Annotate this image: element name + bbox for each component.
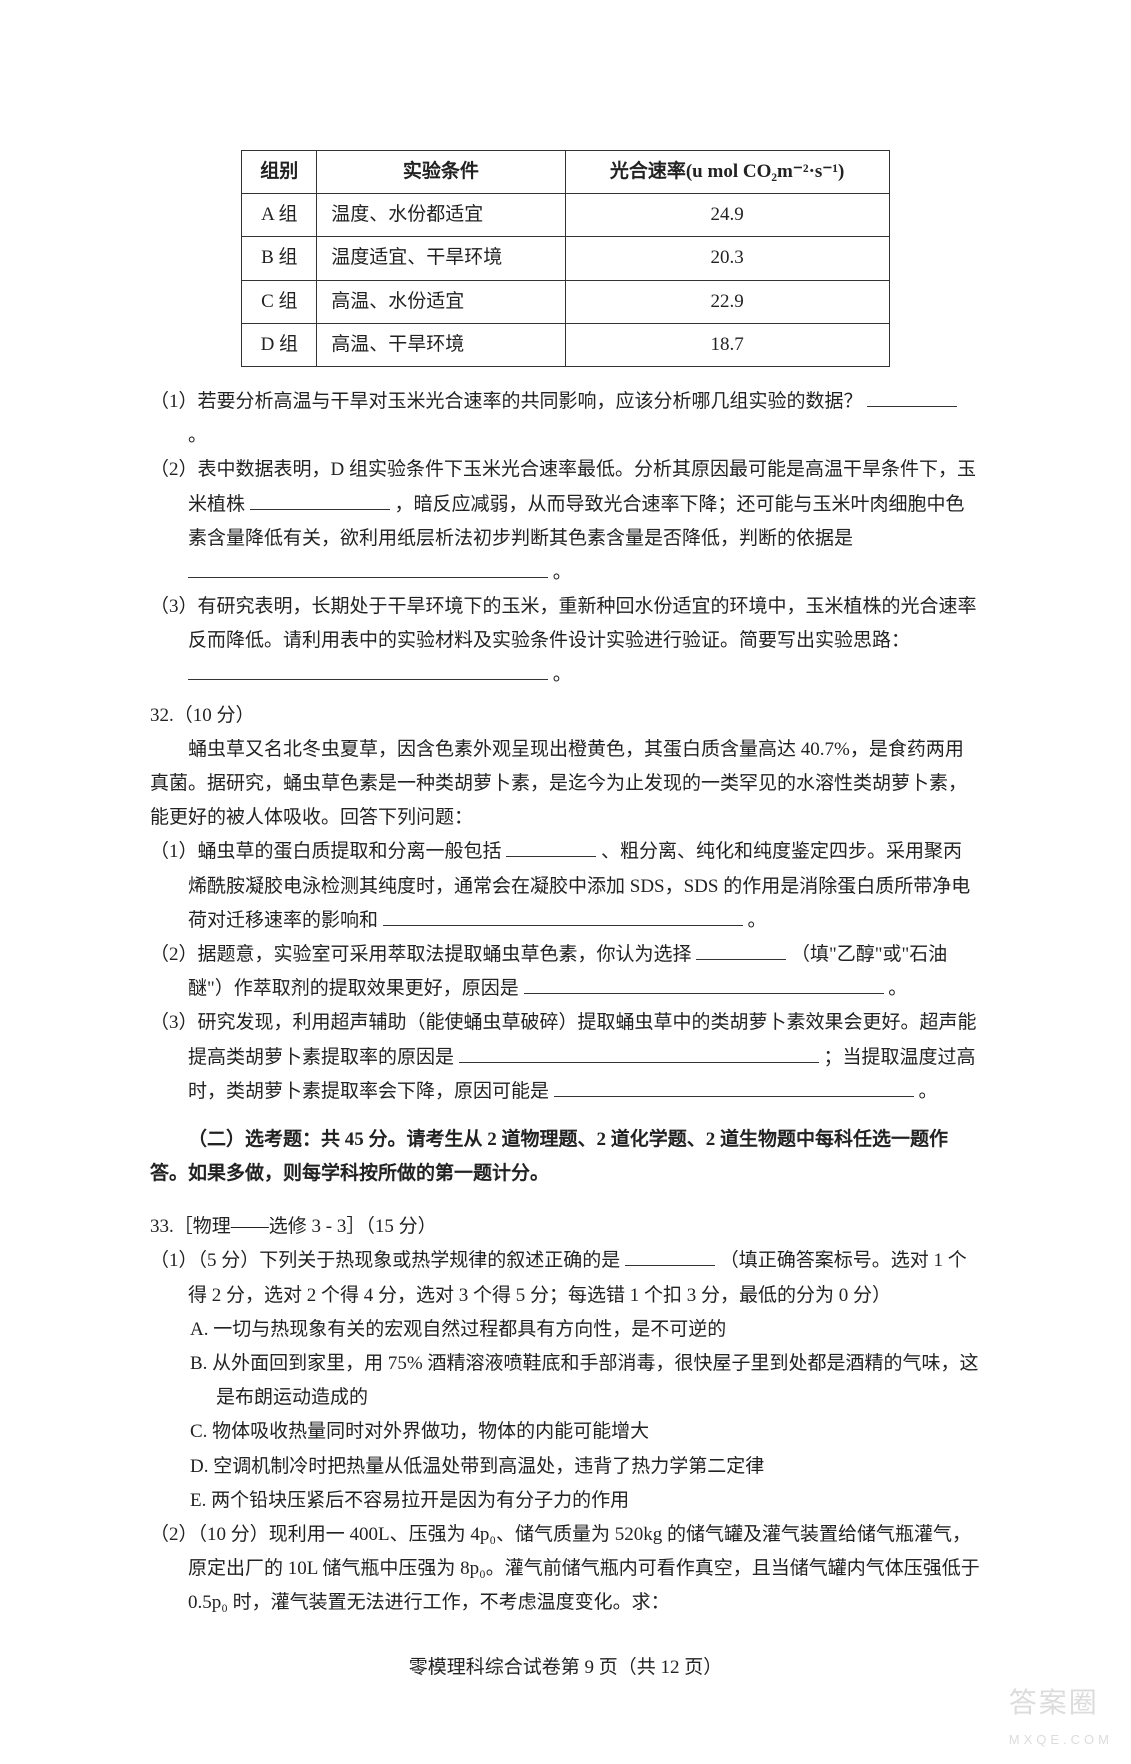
- q33-1: （1）（5 分）下列关于热现象或热学规律的叙述正确的是 （填正确答案标号。选对 …: [150, 1244, 981, 1312]
- q31-2: （2）表中数据表明，D 组实验条件下玉米光合速率最低。分析其原因最可能是高温干旱…: [150, 453, 981, 590]
- watermark-big: 答案圈: [1009, 1687, 1099, 1718]
- q33-opt-e: E. 两个铅块压紧后不容易拉开是因为有分子力的作用: [150, 1484, 981, 1518]
- table-row: A 组 温度、水份都适宜 24.9: [242, 194, 889, 237]
- q33-opt-c: C. 物体吸收热量同时对外界做功，物体的内能可能增大: [150, 1415, 981, 1449]
- cell-rate: 22.9: [565, 280, 889, 323]
- q31-1: （1）若要分析高温与干旱对玉米光合速率的共同影响，应该分析哪几组实验的数据？ 。: [150, 385, 981, 453]
- q32-2a: （2）据题意，实验室可采用萃取法提取蛹虫草色素，你认为选择: [150, 944, 692, 965]
- period: 。: [553, 562, 572, 583]
- blank: [459, 1041, 819, 1063]
- q33: 33.［物理——选修 3 - 3］（15 分） （1）（5 分）下列关于热现象或…: [150, 1210, 981, 1620]
- blank: [524, 972, 884, 994]
- page-footer: 零模理科综合试卷第 9 页（共 12 页）: [150, 1651, 981, 1685]
- q33-num: 33.［物理——选修 3 - 3］（15 分）: [150, 1210, 981, 1244]
- cell-group: A 组: [242, 194, 317, 237]
- q31-1-text: （1）若要分析高温与干旱对玉米光合速率的共同影响，应该分析哪几组实验的数据？: [150, 391, 863, 412]
- q33-2: （2）（10 分）现利用一 400L、压强为 4p₀、储气质量为 520kg 的…: [150, 1518, 981, 1621]
- table-row: B 组 温度适宜、干旱环境 20.3: [242, 237, 889, 280]
- th-condition: 实验条件: [317, 151, 565, 194]
- watermark: 答案圈 MXQE.COM: [1009, 1678, 1113, 1752]
- blank: [867, 385, 957, 407]
- cell-group: B 组: [242, 237, 317, 280]
- cell-rate: 24.9: [565, 194, 889, 237]
- table-row: D 组 高温、干旱环境 18.7: [242, 323, 889, 366]
- blank: [188, 659, 548, 681]
- period: 。: [553, 664, 572, 685]
- q32-3: （3）研究发现，利用超声辅助（能使蛹虫草破碎）提取蛹虫草中的类胡萝卜素效果会更好…: [150, 1006, 981, 1109]
- cell-cond: 高温、水份适宜: [317, 280, 565, 323]
- cell-cond: 温度、水份都适宜: [317, 194, 565, 237]
- blank: [625, 1245, 715, 1267]
- period: 。: [919, 1081, 938, 1102]
- period: 。: [888, 978, 907, 999]
- blank: [506, 835, 596, 857]
- watermark-small: MXQE.COM: [1009, 1728, 1113, 1751]
- period: 。: [748, 910, 767, 931]
- th-rate: 光合速率(u mol CO₂m⁻²·s⁻¹): [565, 151, 889, 194]
- q33-1a: （1）（5 分）下列关于热现象或热学规律的叙述正确的是: [150, 1250, 620, 1271]
- cell-group: C 组: [242, 280, 317, 323]
- cell-rate: 18.7: [565, 323, 889, 366]
- cell-group: D 组: [242, 323, 317, 366]
- table-header-row: 组别 实验条件 光合速率(u mol CO₂m⁻²·s⁻¹): [242, 151, 889, 194]
- q33-opt-a: A. 一切与热现象有关的宏观自然过程都具有方向性，是不可逆的: [150, 1313, 981, 1347]
- exam-page: 组别 实验条件 光合速率(u mol CO₂m⁻²·s⁻¹) A 组 温度、水份…: [0, 0, 1131, 1764]
- q32-1a: （1）蛹虫草的蛋白质提取和分离一般包括: [150, 841, 502, 862]
- blank: [250, 488, 390, 510]
- blank: [696, 938, 786, 960]
- q32-intro: 蛹虫草又名北冬虫夏草，因含色素外观呈现出橙黄色，其蛋白质含量高达 40.7%，是…: [150, 733, 981, 836]
- cell-cond: 温度适宜、干旱环境: [317, 237, 565, 280]
- th-group: 组别: [242, 151, 317, 194]
- q31-3a: （3）有研究表明，长期处于干旱环境下的玉米，重新种回水份适宜的环境中，玉米植株的…: [150, 596, 977, 651]
- section2-head: （二）选考题：共 45 分。请考生从 2 道物理题、2 道化学题、2 道生物题中…: [150, 1123, 981, 1191]
- q32-num: 32.（10 分）: [150, 699, 981, 733]
- q31: （1）若要分析高温与干旱对玉米光合速率的共同影响，应该分析哪几组实验的数据？ 。…: [150, 385, 981, 693]
- cell-rate: 20.3: [565, 237, 889, 280]
- q32-1: （1）蛹虫草的蛋白质提取和分离一般包括 、粗分离、纯化和纯度鉴定四步。采用聚丙烯…: [150, 835, 981, 938]
- q33-opt-d: D. 空调机制冷时把热量从低温处带到高温处，违背了热力学第二定律: [150, 1450, 981, 1484]
- cell-cond: 高温、干旱环境: [317, 323, 565, 366]
- blank: [383, 904, 743, 926]
- q31-3: （3）有研究表明，长期处于干旱环境下的玉米，重新种回水份适宜的环境中，玉米植株的…: [150, 590, 981, 693]
- q33-opt-b: B. 从外面回到家里，用 75% 酒精溶液喷鞋底和手部消毒，很快屋子里到处都是酒…: [150, 1347, 981, 1415]
- q32-2: （2）据题意，实验室可采用萃取法提取蛹虫草色素，你认为选择 （填"乙醇"或"石油…: [150, 938, 981, 1006]
- table-row: C 组 高温、水份适宜 22.9: [242, 280, 889, 323]
- period: 。: [188, 425, 207, 446]
- blank: [554, 1075, 914, 1097]
- experiment-table: 组别 实验条件 光合速率(u mol CO₂m⁻²·s⁻¹) A 组 温度、水份…: [241, 150, 889, 367]
- blank: [188, 556, 548, 578]
- q32: 32.（10 分） 蛹虫草又名北冬虫夏草，因含色素外观呈现出橙黄色，其蛋白质含量…: [150, 699, 981, 1109]
